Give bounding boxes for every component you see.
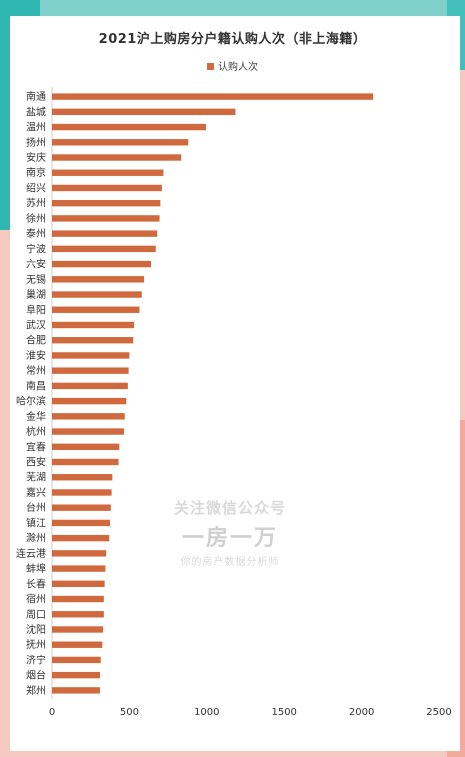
bar xyxy=(52,489,112,496)
bar xyxy=(52,108,236,116)
bar xyxy=(52,169,164,176)
x-tick-label: 2500 xyxy=(426,707,451,718)
y-tick-label: 武汉 xyxy=(26,318,46,331)
bar xyxy=(52,230,158,237)
bar xyxy=(52,306,140,313)
watermark-line-2: 一房一万 xyxy=(181,526,278,551)
bar xyxy=(52,184,162,192)
y-tick-label: 南昌 xyxy=(26,379,46,392)
y-tick-label: 淮安 xyxy=(26,349,46,362)
y-tick-label: 滁州 xyxy=(26,532,46,545)
y-tick-label: 苏州 xyxy=(26,197,46,210)
bar xyxy=(52,611,104,618)
y-tick-label: 合肥 xyxy=(26,334,46,347)
y-tick-label: 蚌埠 xyxy=(26,562,46,575)
y-tick-label: 烟台 xyxy=(26,669,46,682)
bar xyxy=(52,139,189,146)
watermark-line-1: 关注微信公众号 xyxy=(173,499,286,517)
y-tick-label: 杭州 xyxy=(26,425,46,438)
legend-label: 认购人次 xyxy=(218,62,258,73)
y-tick-label: 无锡 xyxy=(26,273,46,286)
x-tick-label: 0 xyxy=(49,707,55,718)
y-tick-label: 郑州 xyxy=(26,684,46,697)
y-tick-label: 巢湖 xyxy=(26,288,46,301)
y-tick-label: 温州 xyxy=(26,122,46,134)
y-tick-label: 常州 xyxy=(26,364,46,377)
y-tick-label: 徐州 xyxy=(26,212,46,225)
y-tick-label: 绍兴 xyxy=(26,181,46,194)
bar xyxy=(52,154,182,161)
y-tick-label: 六安 xyxy=(26,258,46,271)
y-tick-label: 宿州 xyxy=(26,593,46,606)
bar xyxy=(52,534,110,542)
bar xyxy=(52,671,100,679)
legend-swatch xyxy=(207,62,214,70)
bar xyxy=(52,443,120,450)
watermark-line-3: 你的房产数据分析师 xyxy=(180,557,280,568)
bar xyxy=(52,580,105,588)
bar xyxy=(52,276,145,283)
y-tick-label: 周口 xyxy=(26,609,46,621)
bar xyxy=(52,382,128,390)
bar xyxy=(52,337,134,344)
bar xyxy=(52,550,107,557)
y-tick-label: 沈阳 xyxy=(26,623,46,636)
bar xyxy=(52,367,129,374)
bar xyxy=(52,474,113,481)
background-teal-strip xyxy=(0,0,465,16)
x-tick-label: 1500 xyxy=(271,707,296,718)
y-tick-label: 济宁 xyxy=(26,653,46,666)
y-tick-label: 安庆 xyxy=(26,151,46,164)
bar xyxy=(52,321,135,329)
bar xyxy=(52,519,111,527)
bar xyxy=(52,428,124,435)
y-tick-label: 扬州 xyxy=(26,136,46,149)
y-tick-label: 宁波 xyxy=(26,242,46,255)
y-tick-label: 台州 xyxy=(26,501,46,514)
y-tick-label: 抚州 xyxy=(26,639,46,651)
y-tick-label: 连云港 xyxy=(16,547,46,560)
x-tick-label: 500 xyxy=(120,707,139,718)
y-tick-label: 阜阳 xyxy=(26,303,46,316)
bar xyxy=(52,260,152,268)
bar xyxy=(52,565,106,572)
bar xyxy=(52,199,161,207)
bar xyxy=(52,656,101,664)
y-tick-label: 嘉兴 xyxy=(26,486,46,499)
x-tick-label: 2000 xyxy=(349,707,374,718)
y-tick-label: 南通 xyxy=(26,90,46,103)
bar xyxy=(52,626,104,633)
bar xyxy=(52,215,160,222)
bar xyxy=(52,458,119,466)
chart-title: 2021沪上购房分户籍认购人次（非上海籍） xyxy=(98,32,367,47)
y-tick-label: 镇江 xyxy=(26,516,46,529)
bar xyxy=(52,397,127,405)
y-tick-label: 长春 xyxy=(26,578,46,590)
y-tick-label: 泰州 xyxy=(26,227,46,240)
y-tick-label: 西安 xyxy=(26,456,46,469)
bar xyxy=(52,504,111,511)
bar xyxy=(52,595,104,603)
bar xyxy=(52,291,142,298)
bar xyxy=(52,93,374,100)
bar xyxy=(52,123,207,131)
y-tick-label: 宜春 xyxy=(26,440,46,453)
y-tick-label: 金华 xyxy=(26,410,46,423)
bar xyxy=(52,413,125,420)
bar xyxy=(52,687,100,694)
chart-legend[interactable]: 认购人次 xyxy=(0,58,465,73)
bar xyxy=(52,641,103,648)
bar xyxy=(52,245,156,253)
y-tick-label: 芜湖 xyxy=(26,471,46,484)
x-tick-label: 1000 xyxy=(194,707,219,718)
bar xyxy=(52,352,130,359)
y-tick-label: 盐城 xyxy=(26,105,46,118)
y-tick-label: 哈尔滨 xyxy=(16,395,46,408)
y-tick-label: 南京 xyxy=(26,166,46,179)
